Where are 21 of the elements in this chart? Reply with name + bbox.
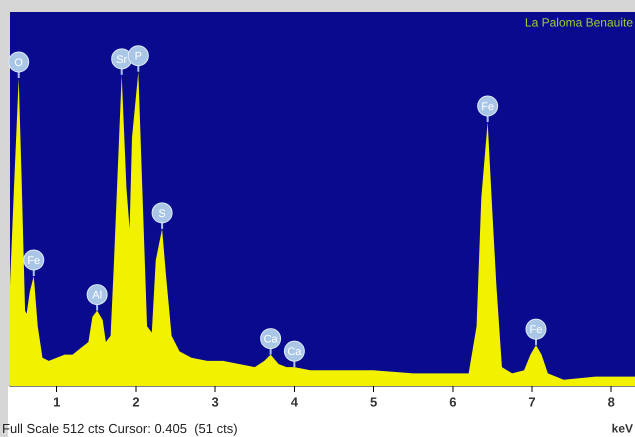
annotation: Al bbox=[92, 290, 102, 302]
annotation: Fe bbox=[481, 101, 494, 114]
annotation: Fe bbox=[530, 324, 542, 336]
annotation: O bbox=[14, 57, 24, 70]
annotation: Ca bbox=[264, 334, 279, 346]
annotation: P bbox=[134, 50, 142, 63]
annotation: S bbox=[158, 208, 166, 220]
x-tick-label: 5 bbox=[370, 394, 378, 410]
x-tick-label: 7 bbox=[528, 394, 536, 410]
x-tick-label: 4 bbox=[290, 394, 299, 410]
x-tick-label: 1 bbox=[53, 394, 60, 410]
x-tick-label: 8 bbox=[608, 394, 615, 410]
text: Full Scale 512 cts Cursor: 0.405 (51 cts) bbox=[2, 421, 238, 436]
annotation: Ca bbox=[287, 346, 302, 358]
chart-title: La Paloma Benauite bbox=[524, 15, 634, 30]
x-tick-label: 2 bbox=[132, 394, 140, 410]
annotation: Sr bbox=[116, 54, 128, 66]
x-axis-title: keV bbox=[612, 421, 633, 436]
x-tick-label: 3 bbox=[212, 394, 219, 410]
x-tick-label: 6 bbox=[449, 394, 456, 410]
annotation: Fe bbox=[27, 255, 40, 268]
